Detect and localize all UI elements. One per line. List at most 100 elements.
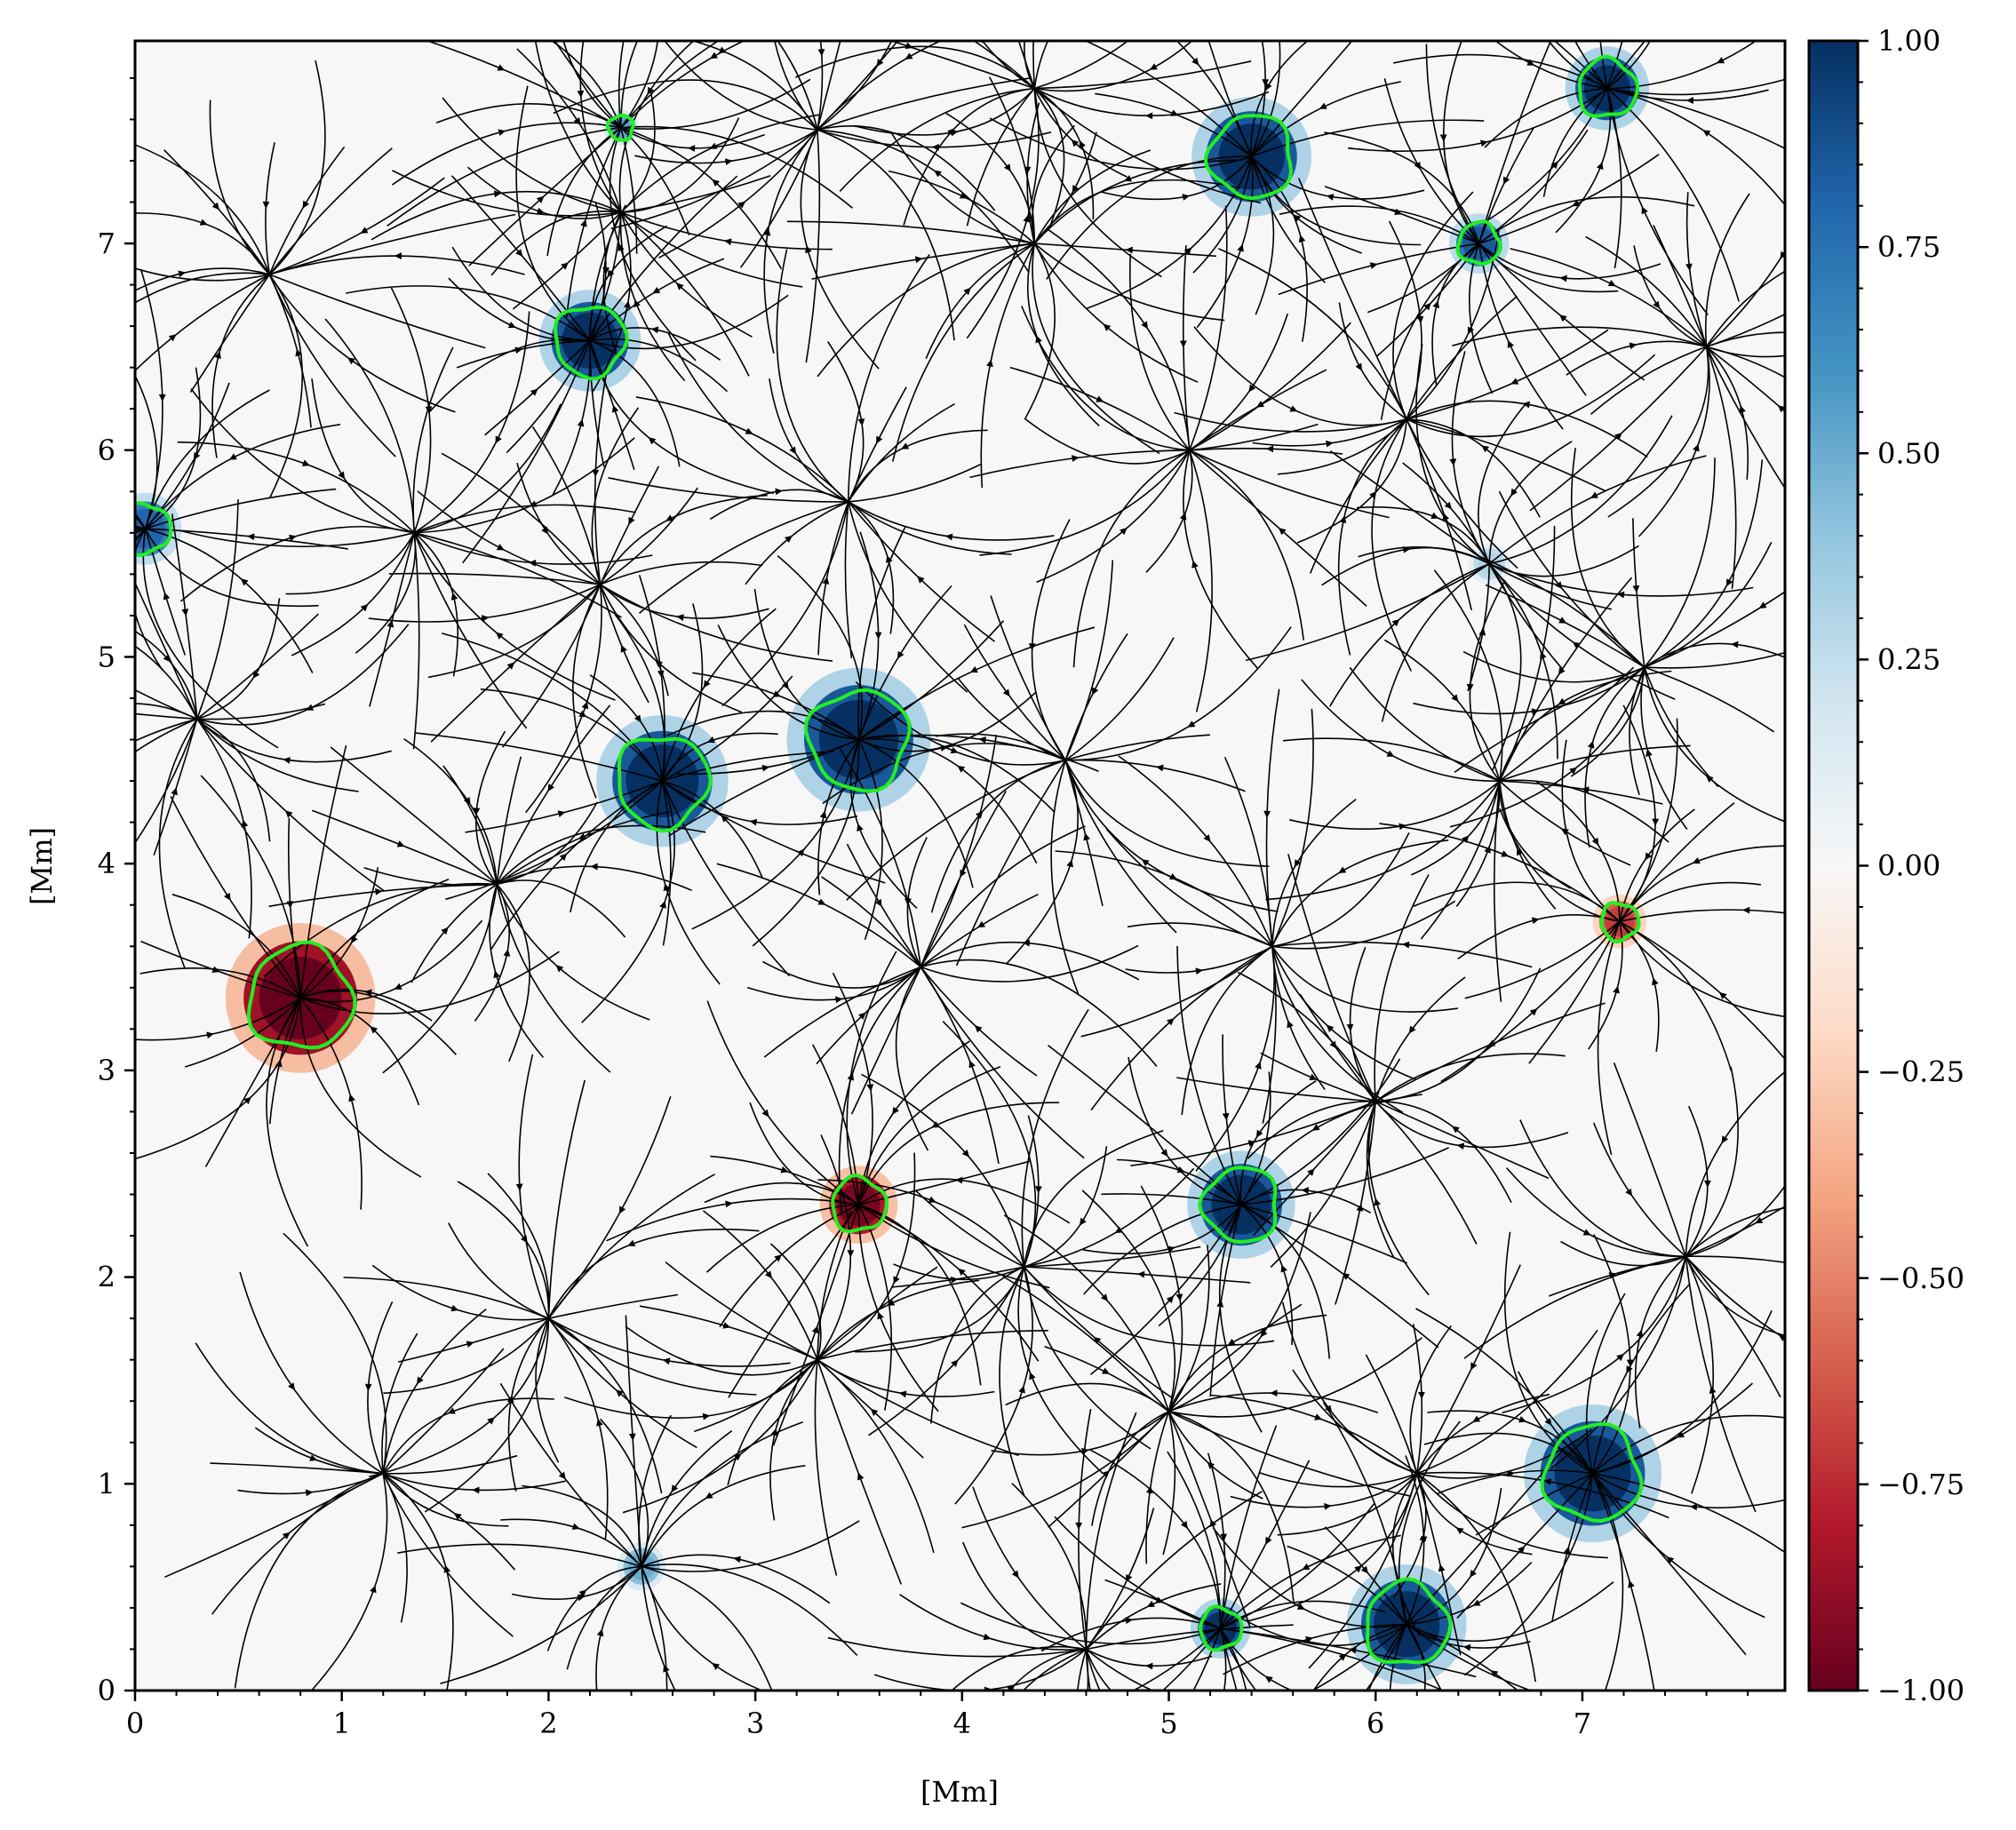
streamline [1592, 1309, 1773, 1475]
streamline [920, 825, 1086, 967]
streamline [1494, 41, 1608, 90]
streamline [1485, 584, 1645, 668]
streamline-arrow [1346, 1023, 1354, 1032]
streamline [135, 718, 198, 753]
streamline [966, 87, 1035, 227]
streamline [1375, 243, 1480, 357]
streamline-arrow [1369, 262, 1378, 269]
streamline [1189, 450, 1213, 712]
streamline [196, 598, 281, 720]
streamline [268, 274, 456, 413]
streamline-arrow [709, 52, 718, 60]
streamline-arrow [1314, 1413, 1323, 1420]
streamline-arrow [1255, 1129, 1263, 1138]
streamline [641, 1465, 806, 1567]
streamline [1168, 1411, 1411, 1497]
streamline [591, 211, 632, 394]
streamline-arrow [472, 1486, 480, 1494]
streamline [1375, 1053, 1566, 1102]
streamline [899, 1594, 1087, 1651]
streamline [441, 633, 664, 782]
streamline [846, 951, 897, 1205]
streamline [641, 1563, 858, 1657]
streamline-arrow [1169, 872, 1178, 880]
streamline-arrow [1265, 83, 1272, 92]
streamline-arrow [847, 1250, 855, 1258]
streamline [858, 626, 1096, 741]
streamline [763, 129, 818, 354]
x-axis-label: [Mm] [920, 1775, 999, 1809]
streamline [1383, 639, 1501, 782]
streamline-arrow [1481, 445, 1490, 453]
streamline-arrow [811, 1325, 819, 1334]
y-axis-label: [Mm] [25, 827, 59, 905]
streamline [1619, 718, 1678, 922]
streamline [546, 127, 622, 257]
streamline [1406, 418, 1518, 569]
streamline [135, 527, 146, 529]
streamline [1219, 1460, 1311, 1629]
streamline [1463, 1473, 1594, 1676]
streamline-arrow [1355, 362, 1362, 371]
streamline [566, 127, 622, 317]
streamline [868, 1266, 1025, 1436]
streamline-arrow [1278, 527, 1287, 536]
streamline [196, 718, 385, 892]
streamline [920, 735, 998, 967]
streamline-arrow [933, 170, 942, 178]
streamline [1036, 450, 1191, 584]
streamline [269, 177, 445, 275]
streamline [1032, 41, 1036, 89]
streamline [1455, 781, 1501, 907]
streamline [1040, 1617, 1221, 1652]
streamline-arrow [774, 1254, 782, 1262]
streamline [817, 41, 943, 131]
streamline [1250, 155, 1275, 315]
streamline-arrow [1351, 1731, 1358, 1738]
streamline-arrow [781, 681, 789, 689]
streamline [1271, 832, 1410, 948]
streamline [599, 465, 660, 585]
streamline [1570, 448, 1645, 668]
streamline [817, 1330, 1048, 1361]
streamline [1101, 1193, 1242, 1205]
streamline [692, 672, 859, 741]
streamline-arrow [611, 404, 619, 413]
streamline-arrow [1280, 1264, 1287, 1273]
streamline [196, 718, 252, 939]
streamline-arrow [364, 1383, 372, 1392]
streamline-arrow [725, 158, 733, 166]
streamline [1406, 418, 1541, 518]
colorbar-tick-label: 0.25 [1877, 642, 1940, 676]
streamline [1478, 243, 1587, 396]
streamline [1561, 739, 1621, 922]
streamline [1644, 666, 1774, 733]
streamline [1685, 1255, 1785, 1263]
streamline-arrow [1510, 378, 1519, 385]
streamline-arrow [100, 703, 108, 710]
streamline [412, 532, 420, 750]
streamline [1033, 149, 1151, 244]
streamline [269, 255, 525, 275]
streamline-arrow [983, 1633, 992, 1641]
streamline [1127, 922, 1273, 948]
streamline-arrow [1324, 1502, 1332, 1510]
streamline [1011, 1483, 1088, 1650]
streamline [1498, 490, 1645, 668]
streamline [371, 1264, 549, 1321]
streamline-arrow [1550, 161, 1558, 170]
streamline [1653, 225, 1708, 347]
streamline-arrow [1203, 834, 1211, 842]
streamline [1218, 1604, 1407, 1647]
streamline [1250, 41, 1353, 157]
streamline-arrow [874, 632, 882, 640]
streamline-arrow [1572, 200, 1581, 207]
streamline [1591, 1473, 1747, 1656]
streamline-arrow [1725, 578, 1733, 587]
streamline [638, 501, 849, 615]
streamline-arrow [1146, 1600, 1155, 1607]
streamline [1009, 366, 1191, 451]
streamline [1685, 1255, 1785, 1337]
streamline [1488, 545, 1639, 577]
streamline [180, 529, 415, 548]
